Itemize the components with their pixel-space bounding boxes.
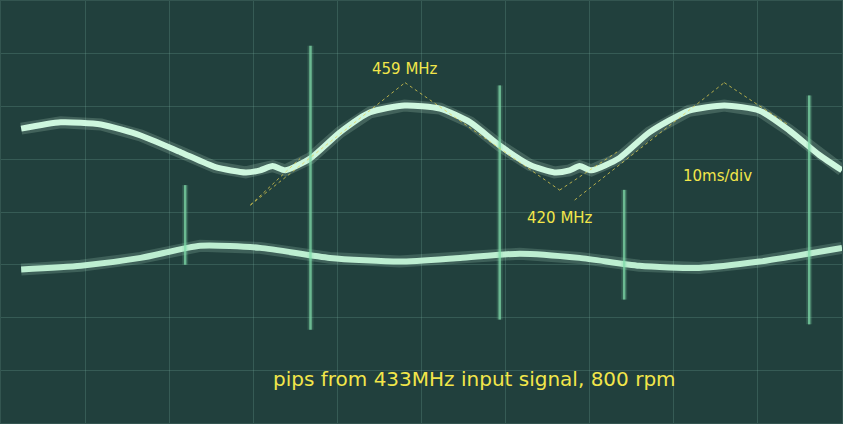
svg-text:10ms/div: 10ms/div [683, 167, 752, 185]
svg-text:420 MHz: 420 MHz [527, 209, 593, 227]
svg-text:459 MHz: 459 MHz [372, 60, 438, 78]
svg-text:pips from 433MHz input signal,: pips from 433MHz input signal, 800 rpm [273, 367, 676, 391]
